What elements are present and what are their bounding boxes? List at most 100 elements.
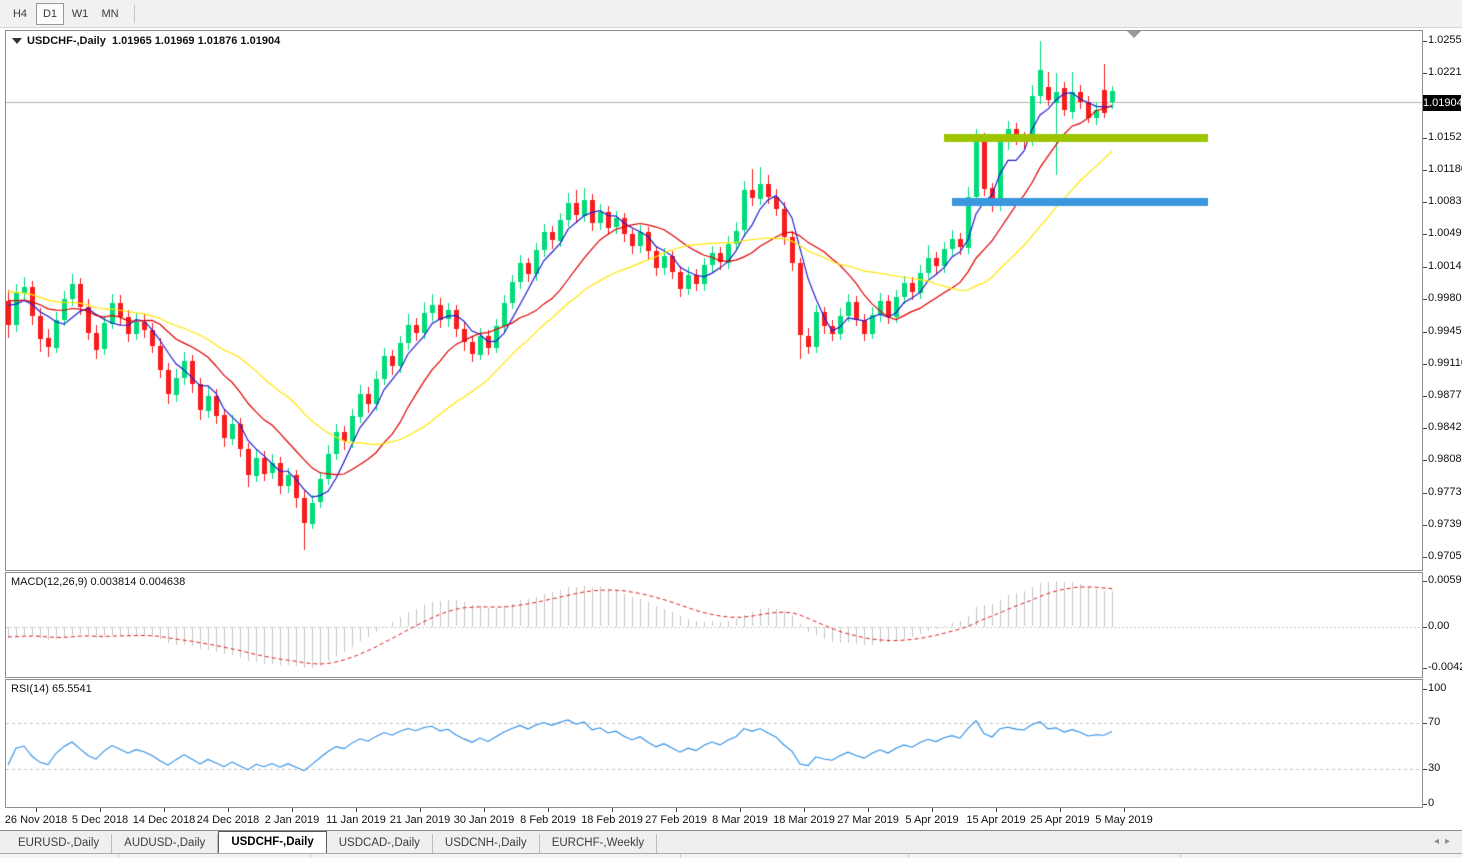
rsi-tick [1423, 689, 1427, 690]
price-chart-canvas[interactable] [6, 31, 1422, 570]
price-tick [1423, 493, 1427, 494]
date-axis-label: 5 Dec 2018 [71, 814, 129, 826]
tab-scroll-left-icon[interactable]: ◂ [1433, 836, 1445, 847]
price-tick [1423, 460, 1427, 461]
date-tick [868, 808, 869, 812]
date-tick [164, 808, 165, 812]
macd-canvas[interactable] [6, 573, 1422, 676]
macd-axis-label: -0.004243 [1428, 661, 1462, 673]
date-tick [548, 808, 549, 812]
date-axis-label: 5 Apr 2019 [905, 814, 959, 826]
date-tick [1060, 808, 1061, 812]
date-axis-label: 27 Mar 2019 [837, 814, 899, 826]
date-axis-label: 30 Jan 2019 [453, 814, 515, 826]
macd-axis[interactable]: 0.00597 0.00 -0.004243 [1423, 572, 1462, 678]
date-axis-label: 26 Nov 2018 [4, 814, 68, 826]
chart-title-symbol: USDCHF-,Daily [27, 35, 106, 47]
date-axis-label: 11 Jan 2019 [326, 814, 386, 826]
price-axis[interactable]: 1.025501.022101.018701.015201.011801.008… [1423, 30, 1462, 571]
price-tick [1423, 557, 1427, 558]
price-tick [1423, 525, 1427, 526]
symbol-tabs-bar: EURUSD-,Daily AUDUSD-,Daily USDCHF-,Daily U… [0, 830, 1462, 853]
date-axis[interactable]: 26 Nov 2018 5 Dec 2018 14 Dec 2018 24 Dec 2… [5, 808, 1423, 829]
timeframe-button-w1[interactable]: W1 [71, 7, 89, 20]
date-axis-label: 18 Mar 2019 [773, 814, 835, 826]
date-tick [804, 808, 805, 812]
tab-scroll-right-icon[interactable]: ▸ [1444, 836, 1456, 847]
date-tick [100, 808, 101, 812]
date-tick [932, 808, 933, 812]
symbol-tab-audusd-daily[interactable]: AUDUSD-,Daily [112, 834, 219, 853]
price-tick [1423, 332, 1427, 333]
rsi-tick [1423, 804, 1427, 805]
chevron-down-icon [12, 38, 22, 45]
price-tick [1423, 428, 1427, 429]
date-tick [1124, 808, 1125, 812]
rsi-axis[interactable]: 100 70 30 0 [1423, 679, 1462, 809]
price-axis-label: 0.97050 [1428, 550, 1462, 562]
chart-title: USDCHF-,Daily 1.01965 1.01969 1.01876 1.… [12, 35, 280, 47]
current-price-box: 1.01904 [1423, 95, 1462, 111]
timeframe-button-d1[interactable]: D1 [36, 2, 64, 25]
price-tick [1423, 267, 1427, 268]
timeframe-toolbar: H4 D1 W1 MN [0, 0, 1462, 28]
date-tick [356, 808, 357, 812]
timeframe-button-h4[interactable]: H4 [12, 7, 28, 20]
date-axis-label: 15 Apr 2019 [966, 814, 1026, 826]
symbol-tab-usdchf-daily[interactable]: USDCHF-,Daily [218, 831, 327, 853]
chart-title-ohlc: 1.01965 1.01969 1.01876 1.01904 [111, 35, 281, 47]
symbol-tab-eurchf-weekly[interactable]: EURCHF-,Weekly [540, 834, 658, 853]
rsi-tick [1423, 769, 1427, 770]
date-axis-label: 21 Jan 2019 [389, 814, 451, 826]
symbol-tab-usdcad-daily[interactable]: USDCAD-,Daily [327, 834, 433, 853]
toolbar-separator [134, 4, 135, 23]
price-axis-label: 1.01520 [1428, 131, 1462, 143]
macd-indicator-label: MACD(12,26,9) 0.003814 0.004638 [11, 576, 186, 588]
rsi-indicator-label: RSI(14) 65.5541 [11, 683, 92, 695]
macd-indicator-pane[interactable] [5, 572, 1423, 678]
date-tick [676, 808, 677, 812]
price-tick [1423, 364, 1427, 365]
rsi-canvas[interactable] [6, 680, 1422, 806]
date-axis-label: 5 May 2019 [1095, 814, 1153, 826]
chart-shift-marker-icon[interactable] [1127, 31, 1141, 38]
price-tick [1423, 41, 1427, 42]
rsi-axis-label: 0 [1428, 797, 1435, 809]
date-axis-label: 8 Feb 2019 [520, 814, 576, 826]
macd-tick [1423, 668, 1427, 669]
symbol-tab-eurusd-daily[interactable]: EURUSD-,Daily [6, 834, 113, 853]
date-axis-label: 14 Dec 2018 [132, 814, 196, 826]
date-axis-label: 27 Feb 2019 [645, 814, 707, 826]
symbol-tab-usdcnh-daily[interactable]: USDCNH-,Daily [433, 834, 540, 853]
macd-tick [1423, 581, 1427, 582]
rsi-axis-label: 30 [1428, 762, 1441, 774]
timeframe-button-mn[interactable]: MN [101, 7, 119, 20]
price-tick [1423, 234, 1427, 235]
date-tick [484, 808, 485, 812]
rsi-axis-label: 100 [1428, 682, 1447, 694]
rsi-axis-label: 70 [1428, 716, 1441, 728]
price-chart-pane[interactable] [5, 30, 1423, 571]
date-axis-label: 25 Apr 2019 [1030, 814, 1090, 826]
price-axis-label: 1.02550 [1428, 34, 1462, 46]
rsi-indicator-pane[interactable] [5, 679, 1423, 808]
date-tick [996, 808, 997, 812]
price-tick [1423, 73, 1427, 74]
price-axis-label: 1.01180 [1428, 163, 1462, 175]
pane-separator [5, 807, 1462, 808]
macd-axis-label: 0.00597 [1428, 574, 1462, 586]
price-axis-label: 1.00830 [1428, 195, 1462, 207]
price-axis-label: 1.00490 [1428, 227, 1462, 239]
date-tick [228, 808, 229, 812]
date-axis-label: 24 Dec 2018 [196, 814, 260, 826]
price-tick [1423, 396, 1427, 397]
